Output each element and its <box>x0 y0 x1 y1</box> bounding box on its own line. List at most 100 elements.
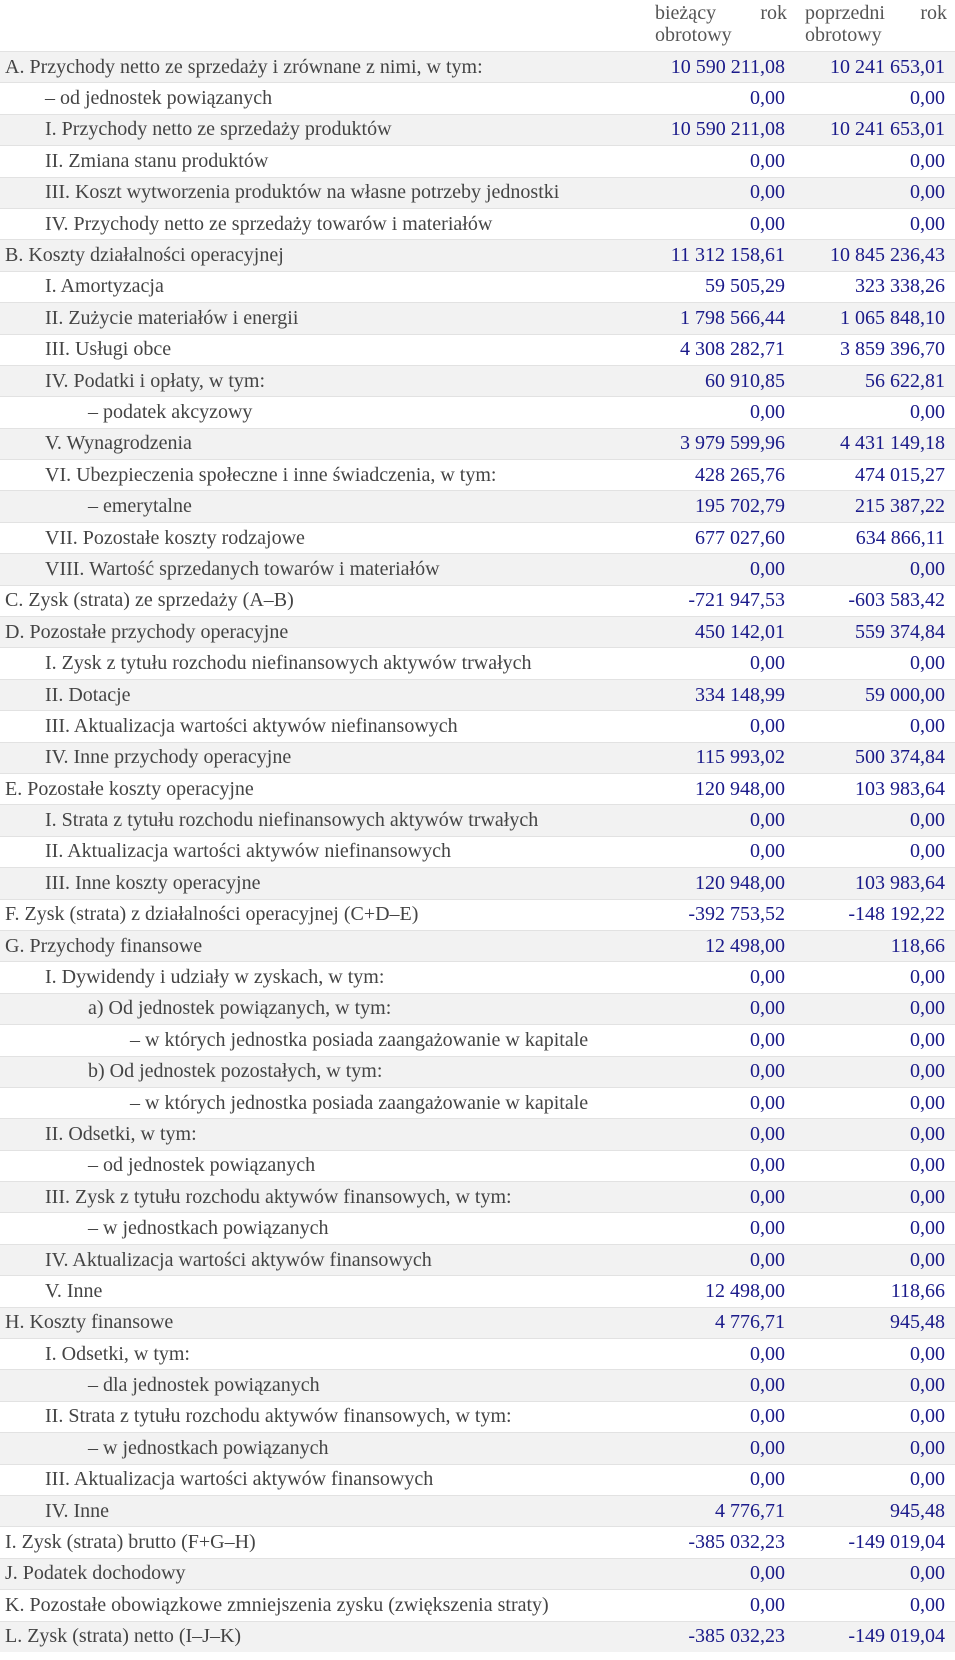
table-row: J. Podatek dochodowy 0,00 0,00 <box>0 1557 955 1590</box>
row-label: I. Strata z tytułu rozchodu niefinansowy… <box>0 804 645 837</box>
previous-year-value: 215 387,22 <box>795 490 955 523</box>
previous-year-value: 118,66 <box>795 929 955 962</box>
row-label: VII. Pozostałe koszty rodzajowe <box>0 521 645 554</box>
current-year-value: 0,00 <box>645 82 795 115</box>
previous-year-value: 474 015,27 <box>795 459 955 491</box>
previous-year-value: 0,00 <box>795 992 955 1025</box>
row-label: J. Podatek dochodowy <box>0 1557 645 1590</box>
table-row: – od jednostek powiązanych 0,00 0,00 <box>0 1149 955 1182</box>
previous-year-value: 103 983,64 <box>795 867 955 900</box>
previous-year-value: -603 583,42 <box>795 584 955 617</box>
current-year-value: 677 027,60 <box>645 521 795 554</box>
table-row: III. Usługi obce 4 308 282,71 3 859 396,70 <box>0 333 955 366</box>
row-label: V. Inne <box>0 1275 645 1308</box>
previous-year-value: 3 859 396,70 <box>795 333 955 366</box>
current-year-value: 10 590 211,08 <box>645 50 795 83</box>
current-year-value: 0,00 <box>645 1212 795 1245</box>
current-year-value: 0,00 <box>645 1369 795 1402</box>
row-label: IV. Podatki i opłaty, w tym: <box>0 364 645 397</box>
table-row: VII. Pozostałe koszty rodzajowe 677 027,6… <box>0 521 955 554</box>
table-row: IV. Przychody netto ze sprzedaży towarów… <box>0 207 955 240</box>
row-label: VI. Ubezpieczenia społeczne i inne świad… <box>0 459 645 491</box>
row-label: I. Dywidendy i udziały w zyskach, w tym: <box>0 961 645 994</box>
current-year-value: 0,00 <box>645 835 795 868</box>
row-label: D. Pozostałe przychody operacyjne <box>0 616 645 648</box>
current-year-value: 0,00 <box>645 1024 795 1056</box>
row-label: III. Aktualizacja wartości aktywów niefi… <box>0 710 645 743</box>
previous-year-value: 0,00 <box>795 804 955 837</box>
previous-year-value: 0,00 <box>795 1463 955 1496</box>
table-row: C. Zysk (strata) ze sprzedaży (A–B) -721 … <box>0 584 955 617</box>
row-label: – od jednostek powiązanych <box>0 1149 645 1182</box>
previous-year-value: 4 431 149,18 <box>795 427 955 460</box>
previous-year-value: 559 374,84 <box>795 616 955 648</box>
table-row: I. Przychody netto ze sprzedaży produktó… <box>0 113 955 146</box>
row-label: A. Przychody netto ze sprzedaży i zrówna… <box>0 50 645 83</box>
current-year-value: -385 032,23 <box>645 1620 795 1653</box>
current-year-value: 0,00 <box>645 1557 795 1590</box>
previous-year-value: 56 622,81 <box>795 364 955 397</box>
current-year-value: -385 032,23 <box>645 1526 795 1559</box>
row-label: – podatek akcyzowy <box>0 396 645 429</box>
row-label: I. Zysk z tytułu rozchodu niefinansowych… <box>0 647 645 680</box>
label-column-header <box>0 0 645 52</box>
current-year-value: 12 498,00 <box>645 1275 795 1308</box>
table-row: G. Przychody finansowe 12 498,00 118,66 <box>0 929 955 962</box>
previous-year-value: 0,00 <box>795 1149 955 1182</box>
row-label: I. Zysk (strata) brutto (F+G–H) <box>0 1526 645 1559</box>
previous-year-value: 0,00 <box>795 553 955 586</box>
current-year-value: 120 948,00 <box>645 772 795 805</box>
row-label: IV. Inne przychody operacyjne <box>0 741 645 774</box>
table-row: II. Zmiana stanu produktów 0,00 0,00 <box>0 145 955 178</box>
table-row: – w jednostkach powiązanych 0,00 0,00 <box>0 1432 955 1465</box>
previous-year-value: 10 845 236,43 <box>795 239 955 272</box>
table-row: L. Zysk (strata) netto (I–J–K) -385 032,2… <box>0 1620 955 1653</box>
table-row: K. Pozostałe obowiązkowe zmniejszenia zy… <box>0 1589 955 1622</box>
row-label: III. Koszt wytworzenia produktów na włas… <box>0 176 645 209</box>
row-label: K. Pozostałe obowiązkowe zmniejszenia zy… <box>0 1589 645 1622</box>
current-year-value: 3 979 599,96 <box>645 427 795 460</box>
previous-year-value: 0,00 <box>795 145 955 178</box>
table-row: – w których jednostka posiada zaangażowa… <box>0 1086 955 1119</box>
table-row: A. Przychody netto ze sprzedaży i zrówna… <box>0 50 955 83</box>
current-year-value: 1 798 566,44 <box>645 302 795 335</box>
current-year-value: 59 505,29 <box>645 270 795 303</box>
row-label: II. Strata z tytułu rozchodu aktywów fin… <box>0 1400 645 1433</box>
current-year-value: 0,00 <box>645 1463 795 1496</box>
table-row: III. Inne koszty operacyjne 120 948,00 103… <box>0 867 955 900</box>
current-year-value: 0,00 <box>645 992 795 1025</box>
previous-year-value: 0,00 <box>795 396 955 429</box>
previous-year-value: 0,00 <box>795 961 955 994</box>
previous-year-value: 634 866,11 <box>795 521 955 554</box>
row-label: – emerytalne <box>0 490 645 523</box>
previous-year-value: 0,00 <box>795 1118 955 1151</box>
previous-year-value: 945,48 <box>795 1306 955 1339</box>
current-year-value: -392 753,52 <box>645 898 795 931</box>
previous-year-value: 945,48 <box>795 1494 955 1527</box>
current-year-value: 4 776,71 <box>645 1494 795 1527</box>
previous-year-value: 0,00 <box>795 1369 955 1402</box>
table-row: I. Zysk z tytułu rozchodu niefinansowych… <box>0 647 955 680</box>
previous-year-value: 0,00 <box>795 82 955 115</box>
current-year-value: 428 265,76 <box>645 459 795 491</box>
table-row: III. Zysk z tytułu rozchodu aktywów fina… <box>0 1181 955 1213</box>
current-year-value: 0,00 <box>645 207 795 240</box>
current-year-value: 60 910,85 <box>645 364 795 397</box>
table-row: I. Strata z tytułu rozchodu niefinansowy… <box>0 804 955 837</box>
previous-year-value: 500 374,84 <box>795 741 955 774</box>
row-label: – od jednostek powiązanych <box>0 82 645 115</box>
current-year-value: -721 947,53 <box>645 584 795 617</box>
row-label: a) Od jednostek powiązanych, w tym: <box>0 992 645 1025</box>
previous-year-value: 0,00 <box>795 1557 955 1590</box>
table-row: IV. Podatki i opłaty, w tym: 60 910,85 56 … <box>0 364 955 397</box>
table-row: V. Wynagrodzenia 3 979 599,96 4 431 149,18 <box>0 427 955 460</box>
current-year-value: 0,00 <box>645 1400 795 1433</box>
row-label: C. Zysk (strata) ze sprzedaży (A–B) <box>0 584 645 617</box>
table-row: II. Dotacje 334 148,99 59 000,00 <box>0 678 955 711</box>
table-row: D. Pozostałe przychody operacyjne 450 142… <box>0 616 955 648</box>
row-label: III. Aktualizacja wartości aktywów finan… <box>0 1463 645 1496</box>
table-row: III. Aktualizacja wartości aktywów niefi… <box>0 710 955 743</box>
row-label: I. Odsetki, w tym: <box>0 1338 645 1370</box>
current-year-value: 0,00 <box>645 1243 795 1276</box>
current-year-value: 0,00 <box>645 1589 795 1622</box>
